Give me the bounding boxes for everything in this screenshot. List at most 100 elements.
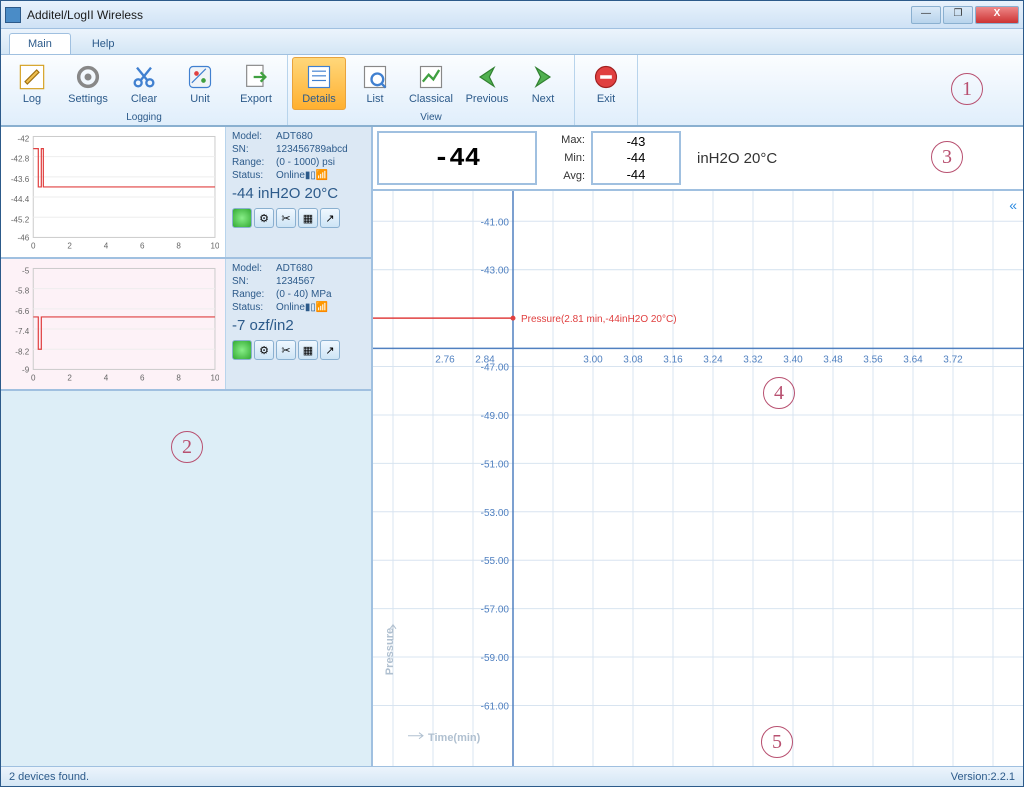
record-icon[interactable] bbox=[232, 208, 252, 228]
svg-text:3.32: 3.32 bbox=[743, 354, 763, 365]
svg-text:-42.8: -42.8 bbox=[11, 155, 30, 164]
close-button[interactable]: X bbox=[975, 6, 1019, 24]
svg-text:-5.8: -5.8 bbox=[15, 287, 29, 296]
svg-text:3.56: 3.56 bbox=[863, 354, 883, 365]
details-button[interactable]: Details bbox=[292, 57, 346, 110]
export-button[interactable]: Export bbox=[229, 57, 283, 110]
log-button[interactable]: Log bbox=[5, 57, 59, 110]
device-info: Model:ADT680 SN:123456789abcd Range:(0 -… bbox=[225, 127, 371, 257]
mini-chart: -42 -42.8 -43.6 -44.4 -45.2 -46 bbox=[1, 127, 225, 257]
scissors-icon bbox=[130, 63, 158, 91]
tab-help[interactable]: Help bbox=[73, 33, 134, 54]
scissors-icon[interactable]: ✂ bbox=[276, 208, 296, 228]
svg-text:-43.00: -43.00 bbox=[481, 266, 510, 277]
svg-text:-6.6: -6.6 bbox=[15, 307, 29, 316]
svg-text:-43.6: -43.6 bbox=[11, 175, 30, 184]
svg-text:0: 0 bbox=[31, 374, 36, 383]
svg-text:-59.00: -59.00 bbox=[481, 653, 510, 664]
previous-button[interactable]: Previous bbox=[460, 57, 514, 110]
svg-text:-7.4: -7.4 bbox=[15, 327, 29, 336]
svg-text:10: 10 bbox=[210, 374, 219, 383]
svg-text:-42: -42 bbox=[18, 135, 30, 144]
device-card[interactable]: -5 -5.8 -6.6 -7.4 -8.2 -9 bbox=[1, 259, 371, 391]
ribbon-group-logging-label: Logging bbox=[5, 110, 283, 123]
svg-text:6: 6 bbox=[140, 242, 145, 251]
main-chart[interactable]: « bbox=[373, 191, 1023, 766]
svg-text:2.84: 2.84 bbox=[475, 354, 495, 365]
svg-text:-51.00: -51.00 bbox=[481, 459, 510, 470]
classical-button[interactable]: Classical bbox=[404, 57, 458, 110]
mini-chart: -5 -5.8 -6.6 -7.4 -8.2 -9 bbox=[1, 259, 225, 389]
svg-text:-53.00: -53.00 bbox=[481, 508, 510, 519]
list-button[interactable]: List bbox=[348, 57, 402, 110]
svg-text:-8.2: -8.2 bbox=[15, 347, 29, 356]
grid-icon[interactable]: ▦ bbox=[298, 208, 318, 228]
svg-text:-9: -9 bbox=[22, 365, 30, 374]
ribbon-group-view: Details List Classical Previous Next bbox=[288, 55, 575, 125]
svg-text:2.76: 2.76 bbox=[435, 354, 455, 365]
svg-text:4: 4 bbox=[104, 374, 109, 383]
next-button[interactable]: Next bbox=[516, 57, 570, 110]
export-icon bbox=[242, 63, 270, 91]
annotation-1: 1 bbox=[951, 73, 983, 105]
version-text: Version:2.2.1 bbox=[951, 771, 1015, 783]
wifi-icon: 📶 bbox=[316, 170, 328, 181]
svg-text:3.40: 3.40 bbox=[783, 354, 803, 365]
record-icon[interactable] bbox=[232, 340, 252, 360]
svg-text:10: 10 bbox=[210, 242, 219, 251]
gear-icon[interactable]: ⚙ bbox=[254, 208, 274, 228]
maximize-button[interactable]: ❐ bbox=[943, 6, 973, 24]
detail-panel: -44 Max: Min: Avg: -43 -44 -44 inH2O 20°… bbox=[373, 127, 1023, 766]
scissors-icon[interactable]: ✂ bbox=[276, 340, 296, 360]
titlebar: Additel/LogII Wireless — ❐ X bbox=[1, 1, 1023, 29]
grid-icon[interactable]: ▦ bbox=[298, 340, 318, 360]
status-bar: 2 devices found. Version:2.2.1 bbox=[1, 766, 1023, 786]
tab-strip: Main Help bbox=[1, 29, 1023, 55]
big-reading: -44 bbox=[377, 131, 537, 185]
window-title: Additel/LogII Wireless bbox=[27, 8, 911, 22]
svg-text:-49.00: -49.00 bbox=[481, 411, 510, 422]
svg-text:Time(min): Time(min) bbox=[428, 732, 481, 744]
device-list: -42 -42.8 -43.6 -44.4 -45.2 -46 bbox=[1, 127, 373, 766]
unit-display: inH2O 20°C 3 bbox=[681, 127, 1023, 189]
details-icon bbox=[305, 63, 333, 91]
export-icon[interactable]: ↗ bbox=[320, 208, 340, 228]
ribbon: Log Settings Clear Unit Export bbox=[1, 55, 1023, 127]
arrow-left-icon bbox=[473, 63, 501, 91]
annotation-3: 3 bbox=[931, 141, 963, 173]
minimize-button[interactable]: — bbox=[911, 6, 941, 24]
ribbon-group-view-label: View bbox=[292, 110, 570, 123]
device-reading: -44 inH2O 20°C bbox=[232, 185, 365, 202]
svg-text:-46: -46 bbox=[18, 233, 30, 242]
exit-button[interactable]: Exit bbox=[579, 57, 633, 110]
gear-icon[interactable]: ⚙ bbox=[254, 340, 274, 360]
svg-text:-57.00: -57.00 bbox=[481, 605, 510, 616]
export-icon[interactable]: ↗ bbox=[320, 340, 340, 360]
battery-icon: ▮▯ bbox=[305, 170, 316, 181]
chart-icon bbox=[417, 63, 445, 91]
svg-text:-5: -5 bbox=[22, 267, 30, 276]
settings-button[interactable]: Settings bbox=[61, 57, 115, 110]
battery-icon: ▮▯ bbox=[305, 302, 316, 313]
ribbon-group-exit: Exit bbox=[575, 55, 638, 125]
svg-text:-61.00: -61.00 bbox=[481, 701, 510, 712]
svg-text:2: 2 bbox=[67, 242, 72, 251]
wifi-icon: 📶 bbox=[316, 302, 328, 313]
device-card[interactable]: -42 -42.8 -43.6 -44.4 -45.2 -46 bbox=[1, 127, 371, 259]
svg-text:Pressure(2.81 min,-44inH2O 20°: Pressure(2.81 min,-44inH2O 20°C) bbox=[521, 314, 677, 325]
svg-text:-41.00: -41.00 bbox=[481, 217, 510, 228]
clear-button[interactable]: Clear bbox=[117, 57, 171, 110]
svg-text:3.48: 3.48 bbox=[823, 354, 843, 365]
svg-text:6: 6 bbox=[140, 374, 145, 383]
unit-button[interactable]: Unit bbox=[173, 57, 227, 110]
arrow-right-icon bbox=[529, 63, 557, 91]
content: -42 -42.8 -43.6 -44.4 -45.2 -46 bbox=[1, 127, 1023, 766]
ribbon-group-logging: Log Settings Clear Unit Export bbox=[1, 55, 288, 125]
svg-text:3.00: 3.00 bbox=[583, 354, 603, 365]
reading-bar: -44 Max: Min: Avg: -43 -44 -44 inH2O 20°… bbox=[373, 127, 1023, 191]
svg-text:8: 8 bbox=[176, 374, 181, 383]
tab-main[interactable]: Main bbox=[9, 33, 71, 54]
svg-text:-44.4: -44.4 bbox=[11, 195, 30, 204]
svg-text:3.72: 3.72 bbox=[943, 354, 963, 365]
annotation-4: 4 bbox=[763, 377, 795, 409]
